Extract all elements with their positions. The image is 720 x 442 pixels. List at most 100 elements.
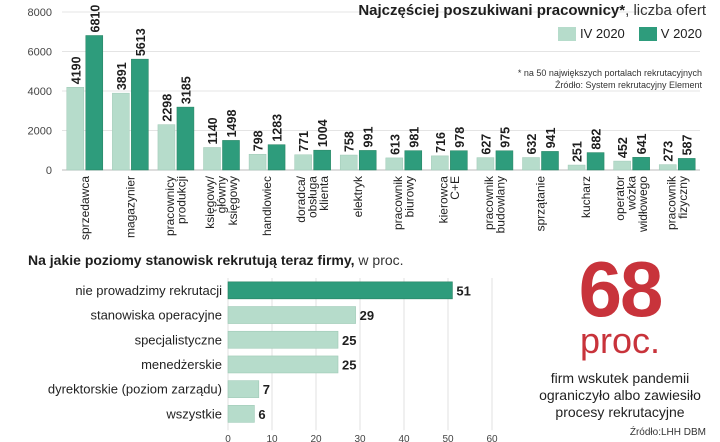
bar-v-2020: [313, 149, 331, 171]
hbar: [227, 306, 356, 324]
legend-label-iv-2020: IV 2020: [579, 26, 625, 41]
x-tick-label: 10: [266, 434, 278, 442]
category-label: operator: [613, 176, 627, 221]
bar-iv-2020: [157, 124, 176, 171]
category-label: pracownik: [391, 175, 405, 230]
x-tick-label: 20: [310, 434, 322, 442]
x-tick-label: 30: [354, 434, 366, 442]
bar-value-label: 1283: [271, 114, 285, 142]
bar-v-2020: [404, 150, 423, 171]
hbar-category-label: stanowiska operacyjne: [90, 308, 222, 323]
chart1-footnote: * na 50 największych portalach rekrutacy…: [517, 68, 702, 78]
x-tick-label: 50: [442, 434, 454, 442]
bar-value-label: 882: [590, 129, 604, 150]
hbar-value-label: 6: [258, 407, 265, 422]
bar-v-2020: [176, 106, 195, 171]
bar-v-2020: [450, 150, 468, 171]
category-label: wózka: [625, 176, 639, 211]
bar-value-label: 1498: [225, 110, 239, 138]
legend-item-v-2020: V 2020: [638, 26, 702, 41]
category-label: widłowego: [636, 176, 650, 233]
chart1-source: Źródło: System rekrutacyjny Element: [554, 80, 702, 90]
bar-v-2020: [358, 150, 377, 171]
highlight-stat: 68 proc. firm wskutek pandemii ograniczy…: [520, 250, 720, 421]
y-tick-label: 4000: [28, 86, 52, 98]
category-label: obsługa: [306, 176, 320, 218]
hbar-value-label: 51: [456, 283, 470, 298]
bar-value-label: 758: [343, 131, 357, 152]
category-label: główny: [215, 176, 229, 213]
highlight-description-line: firm wskutek pandemii: [550, 370, 690, 386]
y-tick-label: 0: [46, 165, 52, 177]
category-label: elektryk: [351, 175, 365, 217]
bar-value-label: 251: [571, 141, 585, 162]
bar-value-label: 771: [297, 131, 311, 152]
bar-value-label: 1140: [206, 117, 220, 144]
legend-item-iv-2020: IV 2020: [557, 26, 625, 41]
category-label: księgowy/: [203, 175, 217, 228]
hbar-category-label: wszystkie: [165, 406, 222, 421]
hbar-value-label: 29: [360, 308, 374, 323]
chart2-title: Na jakie poziomy stanowisk rekrutują ter…: [28, 252, 404, 268]
bar-value-label: 798: [252, 130, 266, 151]
bar-value-label: 991: [362, 127, 376, 148]
legend-label-v-2020: V 2020: [660, 26, 702, 41]
category-label: kucharz: [579, 176, 593, 218]
hbar-value-label: 25: [342, 333, 356, 348]
chart1-legend: IV 2020 V 2020: [557, 26, 702, 41]
bar-iv-2020: [203, 147, 221, 171]
bar-value-label: 978: [453, 127, 467, 148]
category-label: biurowy: [403, 176, 417, 217]
highlight-description: firm wskutek pandemii ograniczyło albo z…: [520, 370, 720, 421]
hbar-value-label: 25: [342, 357, 356, 372]
category-label: kierowca: [437, 176, 451, 224]
category-label: sprzątanie: [534, 176, 548, 232]
bar-value-label: 641: [635, 133, 649, 154]
legend-swatch-v-2020: [638, 26, 657, 41]
category-label: magazynier: [123, 176, 137, 238]
chart2-source: Źródło:LHH DBM: [629, 427, 706, 438]
hbar: [227, 330, 339, 349]
highlight-description-line: procesy rekrutacyjne: [555, 404, 685, 420]
hbar-category-label: menedżerskie: [141, 357, 222, 372]
category-label: doradca/: [294, 175, 308, 222]
bar-value-label: 5613: [134, 28, 148, 56]
bar-value-label: 981: [407, 127, 421, 148]
category-label: fizyczny: [676, 176, 690, 219]
y-tick-label: 8000: [28, 7, 52, 19]
hbar: [227, 281, 453, 300]
bar-v-2020: [131, 58, 149, 171]
hbar-value-label: 7: [263, 382, 270, 397]
category-label: klienta: [317, 176, 331, 211]
bar-value-label: 6810: [88, 5, 102, 33]
bar-value-label: 716: [434, 132, 448, 153]
legend-swatch-iv-2020: [557, 26, 576, 41]
x-tick-label: 0: [225, 434, 231, 442]
bar-iv-2020: [339, 154, 358, 171]
highlight-unit: proc.: [579, 320, 661, 361]
category-label: produkcji: [175, 176, 189, 224]
bar-value-label: 2298: [160, 94, 174, 122]
hbar-category-label: dyrektorskie (poziom zarządu): [48, 382, 222, 397]
bar-iv-2020: [567, 164, 586, 171]
bar-iv-2020: [112, 92, 130, 171]
bar-iv-2020: [476, 157, 495, 171]
bar-v-2020: [495, 150, 514, 171]
bar-iv-2020: [613, 160, 631, 171]
bar-value-label: 3891: [115, 62, 129, 90]
bar-iv-2020: [66, 86, 85, 171]
bar-value-label: 632: [525, 134, 539, 155]
bar-value-label: 587: [681, 135, 695, 156]
bar-value-label: 452: [616, 137, 630, 158]
bar-iv-2020: [431, 155, 449, 171]
bar-v-2020: [586, 152, 605, 171]
bar-value-label: 1004: [316, 119, 330, 147]
hbar-category-label: specjalistyczne: [135, 332, 222, 347]
bar-iv-2020: [522, 157, 540, 171]
category-label: C+E: [448, 176, 462, 200]
job-offers-chart: 0 2000 4000 6000 8000 4190 6810 sprzedawca 3891 5…: [28, 5, 700, 240]
bar-value-label: 4190: [69, 56, 83, 84]
bar-v-2020: [677, 158, 696, 171]
bar-v-2020: [632, 157, 650, 171]
bar-value-label: 273: [662, 141, 676, 162]
